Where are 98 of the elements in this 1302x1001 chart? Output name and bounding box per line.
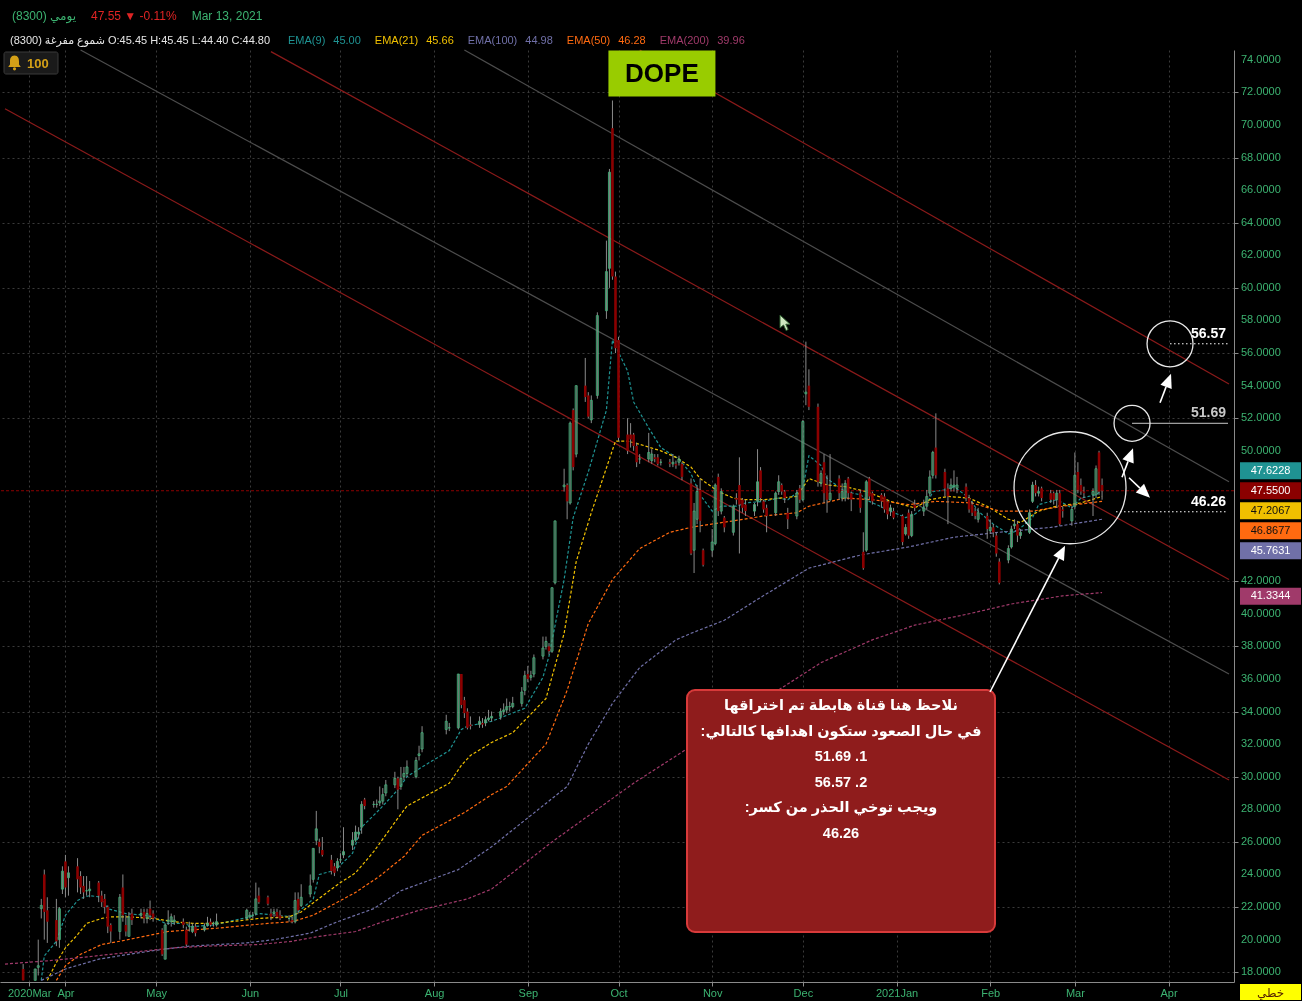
- text: 47.2067: [1250, 503, 1291, 516]
- x-tick-label: Jul: [333, 986, 348, 999]
- y-tick-label: 34.0000: [1241, 704, 1281, 717]
- text: EMA(50): [566, 34, 611, 46]
- candlestick: [910, 510, 914, 538]
- y-tick-label: 60.0000: [1241, 280, 1281, 293]
- candlestick: [67, 865, 70, 897]
- x-tick-label: 2021Jan: [875, 986, 919, 999]
- x-tick-label: May: [146, 986, 168, 999]
- y-tick-label: 42.0000: [1241, 574, 1281, 587]
- chart-title: (8300) يومي: [12, 9, 76, 24]
- candlestick: [952, 469, 956, 493]
- x-tick-label: Nov: [702, 986, 723, 999]
- y-tick-label: 62.0000: [1241, 248, 1281, 261]
- ref-line-label: 51.69: [1190, 404, 1227, 421]
- text: خطي: [1256, 985, 1285, 1000]
- candlestick: [804, 341, 808, 406]
- candlestick: [671, 453, 675, 468]
- x-tick-label: Apr: [1160, 986, 1178, 999]
- y-tick-label: 74.0000: [1241, 52, 1281, 65]
- text: 45.7631: [1250, 543, 1291, 556]
- candlestick: [998, 557, 1001, 585]
- x-tick-label: 2020Mar: [7, 986, 52, 999]
- y-tick-label: 22.0000: [1241, 900, 1281, 913]
- y-tick-label: 38.0000: [1241, 639, 1281, 652]
- text: EMA(9): [288, 34, 326, 46]
- y-tick-label: 36.0000: [1241, 671, 1281, 684]
- x-tick-label: Sep: [518, 986, 539, 999]
- text: (8300) شموع مفرغة O:45.45 H:45.45 L:44.40 C:44.80: [10, 34, 271, 47]
- candlestick: [668, 458, 672, 468]
- y-tick-label: 20.0000: [1241, 932, 1281, 945]
- y-tick-label: 58.0000: [1241, 313, 1281, 326]
- ref-line-label: 47.5500: [1250, 483, 1291, 496]
- candlestick: [862, 531, 865, 571]
- text: 44.98: [525, 34, 553, 46]
- candlestick: [589, 394, 593, 424]
- text: 39.96: [717, 34, 745, 46]
- candlestick: [731, 504, 735, 537]
- ref-line-label: 56.57: [1190, 324, 1227, 341]
- candlestick: [786, 507, 790, 530]
- line-series: [4, 591, 1103, 965]
- y-tick-label: 26.0000: [1241, 834, 1281, 847]
- x-tick-label: Dec: [793, 986, 814, 999]
- y-tick-label: 52.0000: [1241, 411, 1281, 424]
- y-tick-label: 64.0000: [1241, 215, 1281, 228]
- y-tick-label: 28.0000: [1241, 802, 1281, 815]
- candlestick: [765, 504, 768, 533]
- candlestick: [82, 875, 85, 900]
- candlestick: [360, 800, 364, 835]
- y-tick-label: 54.0000: [1241, 378, 1281, 391]
- y-tick-label: 66.0000: [1241, 183, 1281, 196]
- text: EMA(21): [374, 34, 419, 46]
- candlestick: [127, 911, 131, 937]
- text: 41.3344: [1250, 589, 1291, 602]
- y-tick-label: 32.0000: [1241, 737, 1281, 750]
- x-tick-label: Mar: [1065, 986, 1086, 999]
- candlestick: [626, 417, 629, 455]
- candlestick: [139, 908, 143, 919]
- candlestick: [185, 926, 188, 947]
- text: 47.6228: [1250, 463, 1291, 476]
- text: 45.00: [333, 34, 361, 46]
- text: 46.28: [618, 34, 646, 46]
- candlestick: [97, 880, 100, 903]
- y-tick-label: 68.0000: [1241, 150, 1281, 163]
- candlestick: [795, 489, 799, 520]
- candlestick: [499, 707, 503, 721]
- ref-line-label: 46.26: [1190, 492, 1227, 509]
- x-tick-label: Apr: [57, 986, 75, 999]
- y-tick-label: 30.0000: [1241, 769, 1281, 782]
- x-tick-label: Jun: [241, 986, 260, 999]
- annotation: 100: [27, 55, 49, 71]
- y-tick-label: 18.0000: [1241, 965, 1281, 978]
- y-tick-label: 24.0000: [1241, 867, 1281, 880]
- candlestick: [595, 311, 599, 400]
- y-tick-label: 72.0000: [1241, 85, 1281, 98]
- text: 45.66: [426, 34, 454, 46]
- text: EMA(200): [659, 34, 710, 46]
- y-tick-label: 50.0000: [1241, 443, 1281, 456]
- candlestick: [76, 857, 79, 893]
- candlestick: [629, 422, 632, 449]
- candlestick: [55, 898, 58, 947]
- x-tick-label: Oct: [610, 986, 628, 999]
- text: Mar 13, 2021: [191, 9, 263, 23]
- annotation: DOPE: [625, 57, 699, 88]
- chart-subtitle: 47.55 ▼ -0.11%: [90, 9, 178, 23]
- x-tick-label: Aug: [424, 986, 445, 999]
- y-tick-label: 40.0000: [1241, 606, 1281, 619]
- candlestick: [405, 759, 409, 778]
- candlestick: [1028, 508, 1031, 535]
- candlestick: [321, 836, 324, 858]
- candlestick: [39, 898, 43, 919]
- x-tick-label: Feb: [981, 986, 1001, 999]
- y-tick-label: 70.0000: [1241, 117, 1281, 130]
- y-tick-label: 56.0000: [1241, 346, 1281, 359]
- candlestick: [254, 882, 258, 916]
- candlestick: [342, 826, 345, 859]
- text: 46.8677: [1250, 523, 1291, 536]
- text: EMA(100): [467, 34, 518, 46]
